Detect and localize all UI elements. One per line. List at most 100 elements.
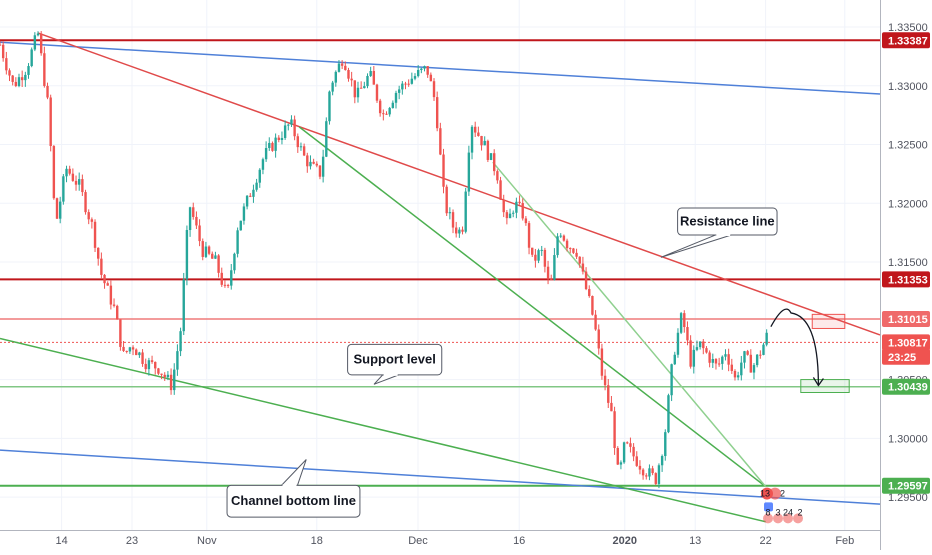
candle-body bbox=[100, 258, 103, 275]
trendline-resistance[interactable] bbox=[37, 32, 881, 336]
price-tag[interactable] bbox=[882, 378, 930, 395]
candle-body bbox=[71, 173, 75, 181]
candle-body bbox=[328, 91, 331, 122]
candle-body bbox=[356, 87, 360, 98]
candle-body bbox=[721, 356, 724, 364]
candle-body bbox=[245, 195, 249, 207]
candle-body bbox=[255, 182, 258, 190]
candle-body bbox=[404, 83, 407, 85]
candle-body bbox=[239, 220, 242, 231]
candle-body bbox=[150, 360, 154, 362]
event-flag-icon[interactable] bbox=[763, 513, 773, 524]
candle-body bbox=[746, 351, 749, 355]
candle-body bbox=[385, 113, 388, 115]
trendline-upper-channel[interactable] bbox=[0, 41, 881, 95]
candle-body bbox=[550, 278, 553, 280]
candle-body bbox=[588, 289, 591, 297]
candle-body bbox=[318, 165, 322, 177]
candle-body bbox=[166, 374, 170, 378]
candles[interactable] bbox=[0, 31, 768, 489]
trend-lines bbox=[0, 32, 881, 523]
candle-body bbox=[1, 44, 5, 59]
candle-body bbox=[670, 364, 673, 396]
candle-body bbox=[502, 199, 505, 213]
callout-label: Resistance line bbox=[680, 214, 775, 229]
candle-body bbox=[144, 363, 147, 370]
candle-body bbox=[154, 361, 157, 369]
candle-body bbox=[372, 70, 376, 85]
candle-body bbox=[749, 354, 753, 373]
candle-body bbox=[616, 448, 619, 465]
event-markers[interactable]: 13 28 3 24 2 bbox=[760, 487, 803, 524]
candle-body bbox=[369, 70, 372, 76]
candle-body bbox=[315, 163, 318, 166]
event-flag-icon[interactable] bbox=[764, 502, 773, 512]
candle-body bbox=[325, 121, 328, 157]
candle-body bbox=[103, 274, 106, 284]
candle-body bbox=[575, 252, 578, 257]
candle-body bbox=[138, 352, 141, 356]
trendline-support-a[interactable] bbox=[0, 337, 766, 523]
candle-body bbox=[14, 81, 18, 86]
candle-body bbox=[483, 140, 486, 146]
candle-body bbox=[676, 332, 680, 355]
trendline-support-c[interactable] bbox=[492, 161, 767, 488]
candle-body bbox=[337, 63, 341, 72]
price-tick-label: 1.30000 bbox=[888, 433, 928, 445]
candle-body bbox=[607, 385, 610, 403]
event-count: 13 bbox=[760, 489, 770, 499]
candle-body bbox=[597, 329, 600, 349]
candle-body bbox=[211, 253, 214, 259]
candle-body bbox=[660, 456, 664, 466]
target-box-1[interactable] bbox=[800, 379, 850, 394]
target-box-0[interactable] bbox=[811, 313, 846, 329]
callout-2[interactable]: Channel bottom line bbox=[226, 459, 361, 518]
candle-body bbox=[264, 148, 268, 160]
price-tick-label: 1.33500 bbox=[888, 22, 928, 34]
candle-body bbox=[442, 154, 445, 187]
callout-0[interactable]: Resistance line bbox=[660, 207, 778, 258]
trendline-lower-channel[interactable] bbox=[0, 449, 881, 505]
price-tag[interactable] bbox=[882, 271, 930, 288]
time-tick-label: Dec bbox=[408, 535, 428, 547]
trendline-support-b[interactable] bbox=[298, 126, 767, 488]
time-tick-label: 16 bbox=[513, 535, 525, 547]
candle-body bbox=[27, 66, 30, 75]
candle-body bbox=[290, 119, 293, 125]
candle-body bbox=[135, 349, 138, 356]
price-tag[interactable] bbox=[882, 334, 930, 351]
event-flag-icon[interactable] bbox=[769, 487, 781, 500]
candle-body bbox=[762, 344, 765, 355]
projection-arrow[interactable] bbox=[770, 308, 824, 387]
time-axis[interactable] bbox=[0, 530, 880, 550]
candle-body bbox=[312, 161, 315, 164]
candle-body bbox=[306, 155, 309, 167]
callout-1[interactable]: Support level bbox=[347, 343, 443, 385]
price-tick-label: 1.33000 bbox=[888, 81, 928, 93]
candle-body bbox=[128, 347, 132, 352]
candle-body bbox=[622, 442, 626, 463]
candle-body bbox=[340, 63, 344, 66]
price-tag[interactable] bbox=[882, 311, 930, 328]
candle-body bbox=[730, 364, 734, 371]
price-tag[interactable] bbox=[882, 477, 930, 494]
candle-body bbox=[84, 192, 87, 213]
price-tag[interactable] bbox=[882, 32, 930, 49]
candle-body bbox=[702, 341, 705, 349]
time-tick-label: 22 bbox=[759, 535, 771, 547]
event-flag-icon[interactable] bbox=[783, 513, 793, 524]
projection-curve bbox=[770, 308, 820, 386]
price-tag[interactable] bbox=[882, 348, 930, 365]
candle-body bbox=[268, 142, 271, 149]
plot-area[interactable] bbox=[0, 0, 880, 530]
price-tags[interactable]: 1.33387 1.31353 1.31015 1.30817 23:25 1.30439… bbox=[882, 32, 930, 494]
event-flag-icon[interactable] bbox=[793, 513, 803, 524]
candle-body bbox=[467, 152, 471, 192]
candle-body bbox=[524, 218, 528, 224]
event-flag-icon[interactable] bbox=[773, 513, 783, 524]
candle-body bbox=[302, 146, 306, 156]
candle-body bbox=[249, 195, 252, 197]
candle-body bbox=[192, 207, 195, 217]
